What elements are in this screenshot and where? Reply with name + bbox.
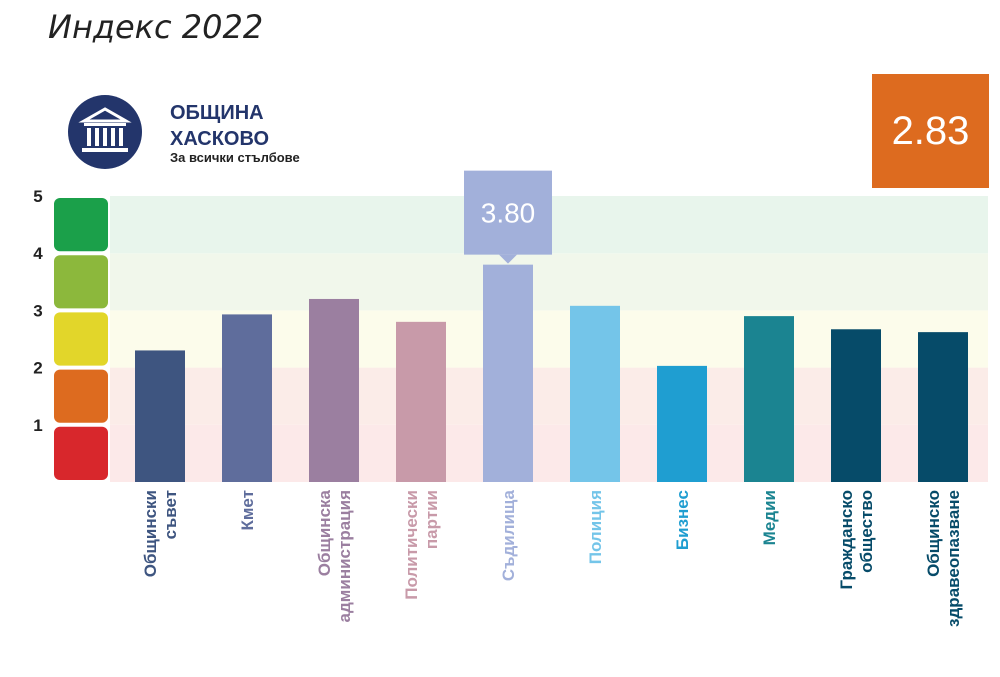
scale-band-segment — [54, 198, 108, 252]
bar — [135, 350, 185, 482]
overall-score-badge: 2.83 — [872, 74, 989, 188]
y-tick-label: 1 — [33, 416, 42, 435]
x-category-label: Кмет — [238, 490, 257, 531]
y-tick-label: 4 — [33, 244, 43, 263]
y-tick-label: 2 — [33, 359, 42, 378]
value-callout-label: 3.80 — [481, 198, 536, 229]
x-category-label: Общински — [141, 490, 160, 577]
page-title: Индекс 2022 — [48, 8, 264, 46]
x-category-label: съвет — [161, 490, 180, 539]
background-band — [110, 253, 988, 311]
bar — [309, 298, 359, 482]
scale-band-segment — [54, 369, 108, 423]
municipality-name: ОБЩИНА ХАСКОВО — [170, 102, 269, 150]
scale-band-segment — [54, 426, 108, 480]
x-category-label: Общинска — [315, 489, 334, 576]
bar — [744, 316, 794, 482]
x-category-label: Полиция — [586, 490, 605, 564]
x-category-label: администрация — [335, 490, 354, 622]
value-callout-pointer — [499, 254, 517, 264]
x-category-label: Бизнес — [673, 490, 692, 550]
bar — [222, 314, 272, 482]
x-category-label: Общинско — [924, 490, 943, 577]
municipality-subtitle: За всички стълбове — [170, 150, 300, 165]
x-category-label: Гражданско — [837, 490, 856, 590]
y-tick-label: 3 — [33, 301, 42, 320]
x-category-label: Съдилища — [499, 489, 518, 581]
x-category-label: здравеопазване — [944, 490, 963, 627]
scale-band-segment — [54, 255, 108, 309]
institution-building-icon — [68, 95, 142, 169]
bar — [483, 264, 533, 482]
x-category-label: общество — [857, 490, 876, 573]
x-category-label: Медии — [760, 490, 779, 545]
value-callout-box — [464, 170, 552, 255]
bar — [918, 332, 968, 482]
bar — [396, 321, 446, 482]
y-tick-label: 5 — [33, 187, 42, 206]
x-category-label: Политически — [402, 490, 421, 600]
x-category-label: партии — [422, 490, 441, 549]
bar — [831, 329, 881, 482]
bar — [657, 365, 707, 482]
bar — [570, 305, 620, 482]
scale-band-segment — [54, 312, 108, 366]
